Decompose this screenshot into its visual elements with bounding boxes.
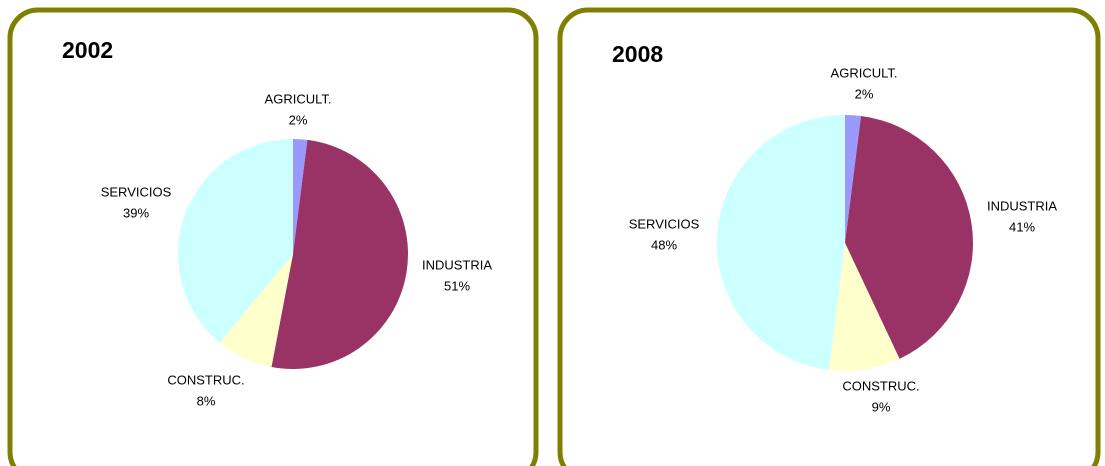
pie-slice [845,116,974,359]
chart-title: 2008 [612,41,663,67]
pie-slice [716,115,845,370]
slice-category: AGRICULT. [265,91,332,106]
slice-category: SERVICIOS [629,216,700,231]
slice-value-label: 9% [872,399,891,414]
pie-slice [845,115,862,243]
slice-value-label: 51% [444,278,470,293]
chart-title: 2002 [62,37,113,63]
slice-category: INDUSTRIA [422,257,492,272]
pie-slice [178,139,293,343]
pie-slice [828,243,900,371]
slice-category: INDUSTRIA [987,198,1057,213]
slice-value-label: 2% [289,112,308,127]
pie-slice [271,139,409,370]
pie-slice [219,254,293,367]
pie-slice [293,139,308,254]
slice-value-label: 2% [855,86,874,101]
slice-category: SERVICIOS [101,184,172,199]
slice-category: CONSTRUC. [167,372,244,387]
slice-value-label: 8% [197,393,216,408]
slice-value-label: 48% [651,237,677,252]
slice-value-label: 39% [123,205,149,220]
slice-category: CONSTRUC. [842,378,919,393]
slice-category: AGRICULT. [831,65,898,80]
slice-value-label: 41% [1009,219,1035,234]
